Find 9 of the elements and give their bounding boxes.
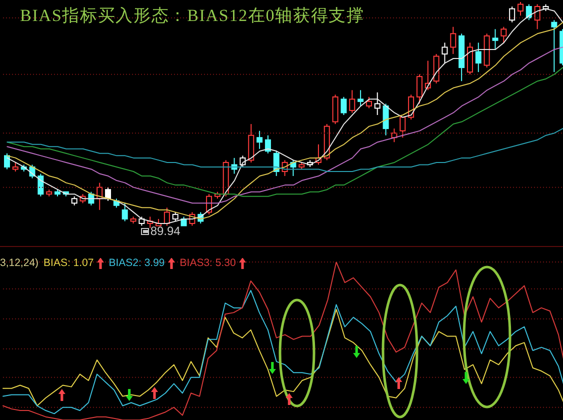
candlestick [374,92,380,116]
chart-title: BIAS指标买入形态：BIAS12在0轴获得支撑 [20,6,364,25]
series-label: BIAS3: 5.30 [180,257,236,269]
annotation: 89.94 [150,224,180,238]
candlestick [475,42,482,73]
text: BIAS: 1.07 [44,257,94,269]
text: BIAS2: 3.99 [108,257,165,269]
candlestick [492,28,498,50]
legend-title: 3,12,24) [0,257,39,269]
